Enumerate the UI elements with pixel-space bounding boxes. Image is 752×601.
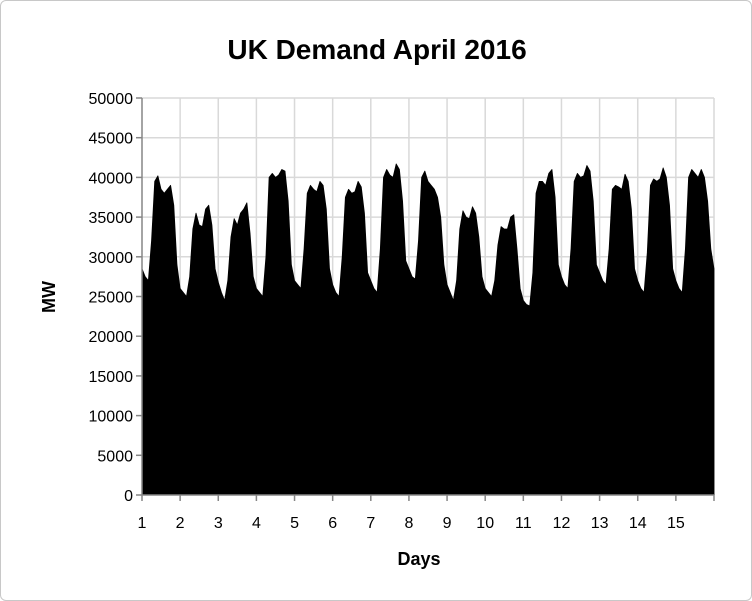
y-tick-labels: 0 5000 10000 15000 20000 25000 30000 35000 40000… xyxy=(89,91,142,505)
y-tick-label: 30000 xyxy=(89,250,134,267)
x-tick-label: 4 xyxy=(252,515,261,532)
y-tick-label: 5000 xyxy=(97,448,133,465)
y-tick-label: 20000 xyxy=(89,329,134,346)
x-tick-labels: 1 2 3 4 5 6 7 8 9 10 11 12 13 14 15 xyxy=(138,495,715,532)
x-tick-label: 10 xyxy=(476,515,494,532)
y-tick-label: 50000 xyxy=(89,91,134,108)
x-tick-label: 8 xyxy=(404,515,413,532)
y-tick-label: 35000 xyxy=(89,210,134,227)
x-axis-label: Days xyxy=(397,549,440,569)
x-tick-label: 6 xyxy=(328,515,337,532)
y-tick-label: 10000 xyxy=(89,409,134,426)
x-tick-label: 13 xyxy=(591,515,609,532)
y-tick-label: 25000 xyxy=(89,290,134,307)
x-tick-label: 5 xyxy=(290,515,299,532)
x-tick-label: 11 xyxy=(515,515,532,532)
x-tick-label: 14 xyxy=(629,515,647,532)
x-tick-label: 3 xyxy=(214,515,223,532)
x-tick-label: 9 xyxy=(443,515,452,532)
x-tick-label: 1 xyxy=(138,515,147,532)
y-tick-label: 0 xyxy=(124,488,133,505)
x-tick-label: 2 xyxy=(176,515,185,532)
y-tick-label: 45000 xyxy=(89,131,134,148)
x-tick-label: 7 xyxy=(366,515,375,532)
y-tick-label: 40000 xyxy=(89,170,134,187)
y-tick-label: 15000 xyxy=(89,369,134,386)
series-area xyxy=(141,163,715,496)
chart-title: UK Demand April 2016 xyxy=(227,34,526,65)
y-axis-label: MW xyxy=(39,281,59,313)
x-tick-label: 15 xyxy=(667,515,685,532)
demand-area xyxy=(141,163,715,496)
x-tick-label: 12 xyxy=(553,515,571,532)
